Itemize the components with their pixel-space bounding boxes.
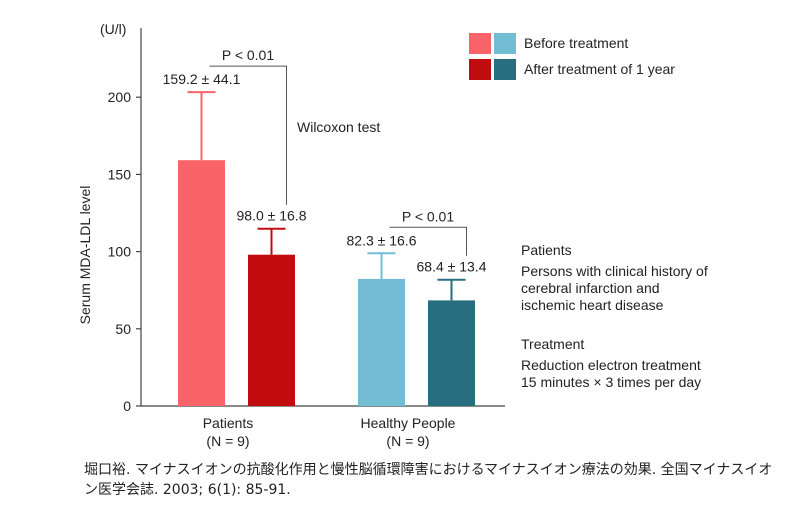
- y-axis-label: Serum MDA-LDL level: [77, 186, 93, 325]
- bars: 159.2 ± 44.1 98.0 ± 16.8 P < 0.01 Patients (…: [163, 47, 487, 449]
- y-tick-label: 50: [115, 321, 131, 337]
- significance-bracket: [209, 65, 287, 205]
- bar: [428, 300, 475, 406]
- bar: [248, 254, 295, 406]
- treatment-note-line: Reduction electron treatment: [521, 357, 701, 373]
- data-label: 82.3 ± 16.6: [347, 232, 417, 248]
- p-value-label: P < 0.01: [222, 47, 275, 63]
- y-tick-label: 200: [108, 89, 132, 105]
- legend-label: Before treatment: [524, 35, 628, 51]
- data-label: 98.0 ± 16.8: [237, 208, 307, 224]
- patients-note-line: Persons with clinical history of: [521, 263, 708, 279]
- legend-swatch: [469, 33, 491, 54]
- group-label: Patients: [203, 415, 254, 431]
- patients-note-line: cerebral infarction and: [521, 280, 660, 296]
- treatment-note-line: 15 minutes × 3 times per day: [521, 374, 702, 390]
- group-n-label: (N = 9): [386, 433, 429, 449]
- annotation-wilcoxon: Wilcoxon test: [297, 119, 380, 135]
- y-tick-label: 0: [123, 398, 131, 414]
- bar: [178, 160, 225, 406]
- data-label: 159.2 ± 44.1: [163, 71, 241, 87]
- data-label: 68.4 ± 13.4: [417, 259, 487, 275]
- y-tick-label: 150: [108, 166, 132, 182]
- treatment-note-title: Treatment: [521, 336, 585, 352]
- citation: 堀口裕. マイナスイオンの抗酸化作用と慢性脳循環障害におけるマイナスイオン療法の…: [84, 462, 773, 498]
- significance-bracket: [389, 226, 467, 256]
- legend: Before treatment After treatment of 1 yea…: [469, 33, 675, 80]
- y-tick-label: 100: [108, 244, 132, 260]
- patients-note-line: ischemic heart disease: [521, 297, 664, 313]
- y-unit-label: (U/l): [100, 21, 126, 37]
- group-n-label: (N = 9): [206, 433, 249, 449]
- legend-swatch: [494, 33, 516, 54]
- p-value-label: P < 0.01: [402, 208, 455, 224]
- patients-note-title: Patients: [521, 242, 572, 258]
- legend-swatch: [494, 59, 516, 80]
- legend-swatch: [469, 59, 491, 80]
- group-label: Healthy People: [361, 415, 456, 431]
- bar: [358, 278, 405, 406]
- chart: (U/l) Serum MDA-LDL level 0 50 100 150 200 1…: [77, 21, 675, 449]
- legend-label: After treatment of 1 year: [524, 61, 675, 77]
